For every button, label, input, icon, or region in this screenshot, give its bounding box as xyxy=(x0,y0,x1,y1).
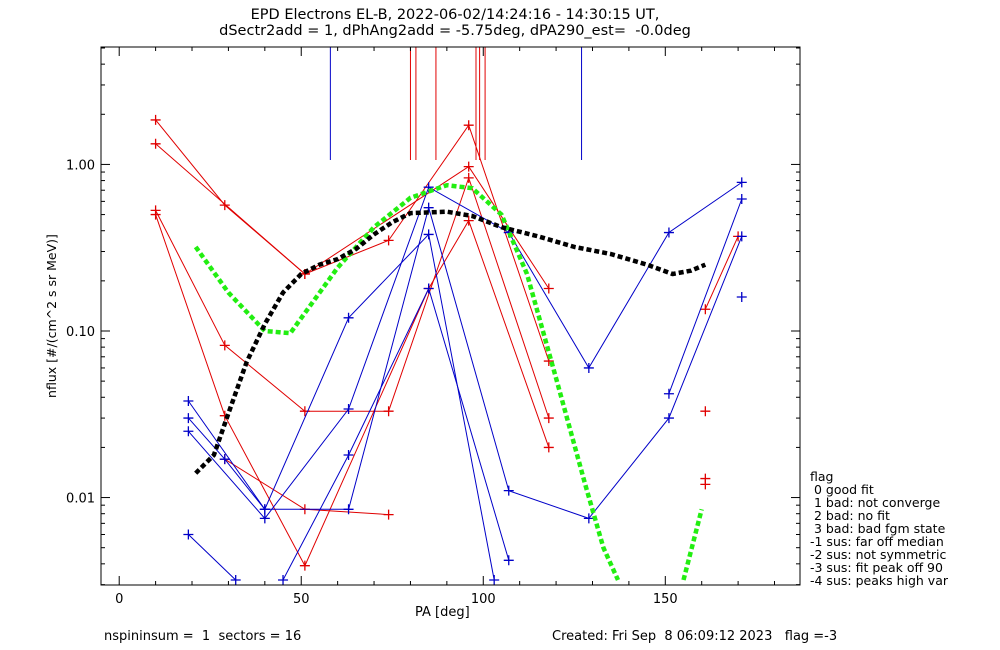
data-point xyxy=(219,340,230,351)
data-point xyxy=(299,560,310,571)
data-series-line xyxy=(282,287,510,581)
legend-item: -2 sus: not symmetric xyxy=(810,547,947,562)
data-point xyxy=(463,161,474,172)
data-point xyxy=(663,388,674,399)
legend-item: -1 sus: far off median xyxy=(810,534,944,549)
y-tick-label: 0.10 xyxy=(66,325,95,340)
legend-item: 3 bad: bad fgm state xyxy=(810,521,946,536)
data-point xyxy=(219,200,230,211)
y-tick-label: 1.00 xyxy=(66,158,95,173)
plot-frame xyxy=(100,46,801,586)
legend-item: -3 sus: fit peak off 90 xyxy=(810,560,943,575)
data-point xyxy=(343,450,354,461)
legend-item: 0 good fit xyxy=(810,482,874,497)
data-point xyxy=(583,513,594,524)
data-point xyxy=(259,513,270,524)
data-point xyxy=(700,304,711,315)
data-point xyxy=(503,485,514,496)
data-series-line xyxy=(188,534,237,581)
y-tick-label: 0.01 xyxy=(66,492,95,507)
data-point xyxy=(503,555,514,566)
data-point xyxy=(700,406,711,417)
data-point xyxy=(383,406,394,417)
fit-curve xyxy=(193,182,621,581)
data-point xyxy=(230,574,241,585)
data-point xyxy=(150,138,161,149)
data-point xyxy=(383,235,394,246)
data-series-line xyxy=(188,233,495,581)
data-series-line xyxy=(188,181,743,520)
data-point xyxy=(543,442,554,453)
fit-curve xyxy=(681,508,704,581)
legend-item: 2 bad: no fit xyxy=(810,508,890,523)
footer-right-info: Created: Fri Sep 8 06:09:12 2023 flag =-… xyxy=(552,629,838,644)
legend-title: flag xyxy=(810,469,834,484)
data-point xyxy=(343,404,354,415)
x-axis-label: PA [deg] xyxy=(415,605,470,620)
data-point xyxy=(463,172,474,183)
data-series-line xyxy=(187,205,743,519)
data-point xyxy=(183,529,194,540)
data-point xyxy=(489,574,500,585)
chart-title-line-1: EPD Electrons EL-B, 2022-06-02/14:24:16 … xyxy=(250,7,660,23)
data-point xyxy=(463,120,474,131)
data-point xyxy=(736,194,747,205)
data-series-line xyxy=(155,176,550,419)
fit-curve xyxy=(194,209,707,475)
data-point xyxy=(150,209,161,220)
x-tick-label: 50 xyxy=(293,592,310,607)
legend-item: 1 bad: not converge xyxy=(810,495,941,510)
data-point xyxy=(278,574,289,585)
data-point xyxy=(663,413,674,424)
chart-title-line-2: dSectr2add = 1, dPhAng2add = -5.75deg, d… xyxy=(219,23,691,39)
x-tick-label: 150 xyxy=(653,592,678,607)
data-point xyxy=(423,229,434,240)
data-series-line xyxy=(668,198,743,394)
data-point xyxy=(343,312,354,323)
data-point xyxy=(736,231,747,242)
data-point xyxy=(736,177,747,188)
data-point xyxy=(150,114,161,125)
y-axis-label: nflux [#/(cm^2 s sr MeV)] xyxy=(44,234,59,398)
x-tick-label: 100 xyxy=(471,592,496,607)
data-point xyxy=(423,283,434,294)
data-point xyxy=(183,413,194,424)
plot-area xyxy=(150,47,747,585)
flag-legend: flag 0 good fit 1 bad: not converge 2 ba… xyxy=(810,470,948,587)
data-point xyxy=(183,426,194,437)
data-point xyxy=(543,283,554,294)
data-point xyxy=(183,395,194,406)
data-series-line xyxy=(704,236,739,310)
data-point xyxy=(463,215,474,226)
data-point xyxy=(383,509,394,520)
data-series-line xyxy=(155,214,550,567)
x-tick-label: 0 xyxy=(115,592,123,607)
footer-left-info: nspininsum = 1 sectors = 16 xyxy=(104,629,302,644)
data-point xyxy=(219,454,230,465)
legend-item: -4 sus: peaks high var xyxy=(810,573,949,588)
data-point xyxy=(700,479,711,490)
data-point xyxy=(736,291,747,302)
data-point xyxy=(343,504,354,515)
data-point xyxy=(663,227,674,238)
data-point xyxy=(543,413,554,424)
data-point xyxy=(259,504,270,515)
data-point xyxy=(583,362,594,373)
